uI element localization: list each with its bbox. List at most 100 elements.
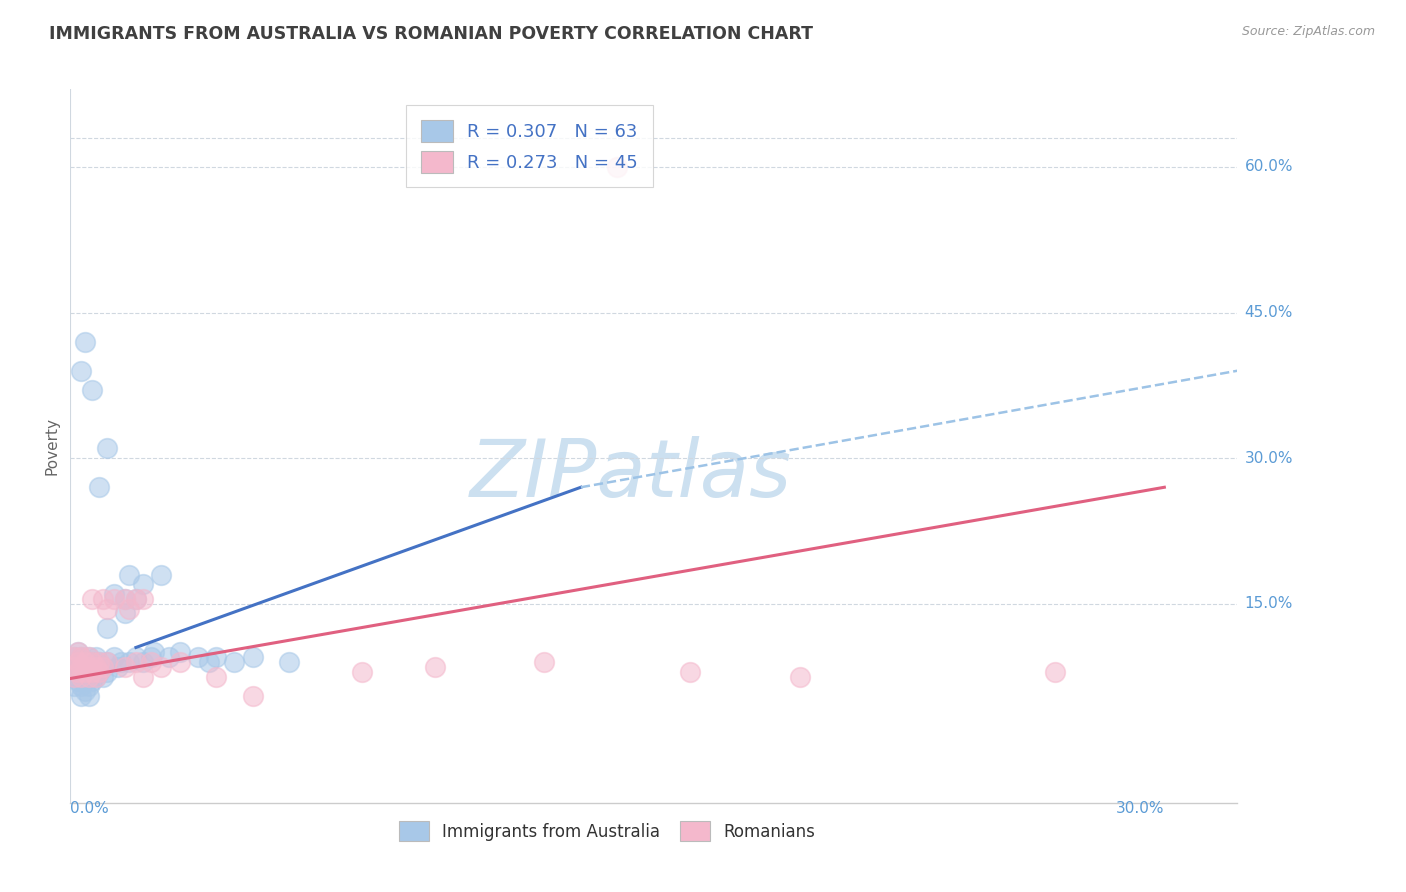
Point [63, 650, 86, 665]
Point [82, 655, 104, 669]
Point [70, 650, 93, 665]
Point [84, 660, 107, 674]
Point [139, 655, 162, 669]
Point [82, 655, 104, 669]
Point [205, 670, 228, 684]
Point [114, 591, 136, 606]
Point [66, 645, 89, 659]
Point [96, 655, 118, 669]
Point [70, 670, 93, 684]
Point [150, 567, 173, 582]
Point [139, 650, 162, 665]
Point [63, 679, 86, 693]
Text: ZIPatlas: ZIPatlas [470, 435, 792, 514]
Point [125, 650, 148, 665]
Point [96, 665, 118, 679]
Point [66, 645, 89, 659]
Point [84, 670, 107, 684]
Point [96, 601, 118, 615]
Point [789, 670, 811, 684]
Point [91, 660, 114, 674]
Point [96, 655, 118, 669]
Point [77, 679, 100, 693]
Text: 15.0%: 15.0% [1244, 596, 1294, 611]
Text: 0.0%: 0.0% [70, 801, 110, 816]
Point [114, 607, 136, 621]
Point [82, 383, 104, 397]
Point [63, 670, 86, 684]
Point [169, 645, 191, 659]
Text: 30.0%: 30.0% [1116, 801, 1164, 816]
Point [125, 655, 148, 669]
Point [118, 655, 141, 669]
Point [89, 655, 111, 669]
Point [242, 650, 264, 665]
Point [70, 650, 93, 665]
Text: IMMIGRANTS FROM AUSTRALIA VS ROMANIAN POVERTY CORRELATION CHART: IMMIGRANTS FROM AUSTRALIA VS ROMANIAN PO… [49, 25, 813, 43]
Point [89, 480, 111, 494]
Point [73, 655, 96, 669]
Point [66, 655, 89, 669]
Point [242, 689, 264, 703]
Point [70, 364, 93, 378]
Point [96, 442, 118, 456]
Point [125, 591, 148, 606]
Point [103, 587, 125, 601]
Point [352, 665, 374, 679]
Point [73, 665, 96, 679]
Text: 60.0%: 60.0% [1244, 160, 1294, 174]
Point [125, 591, 148, 606]
Point [63, 660, 86, 674]
Point [103, 650, 125, 665]
Point [198, 655, 221, 669]
Point [77, 660, 100, 674]
Point [77, 689, 100, 703]
Point [533, 655, 555, 669]
Point [96, 621, 118, 635]
Point [110, 655, 132, 669]
Point [82, 674, 104, 689]
Point [70, 670, 93, 684]
Point [73, 674, 96, 689]
Point [89, 665, 111, 679]
Point [73, 665, 96, 679]
Point [82, 665, 104, 679]
Point [70, 679, 93, 693]
Point [132, 577, 155, 591]
Point [679, 665, 702, 679]
Point [606, 160, 628, 174]
Point [89, 655, 111, 669]
Point [114, 591, 136, 606]
Point [91, 660, 114, 674]
Point [91, 670, 114, 684]
Point [89, 665, 111, 679]
Point [82, 591, 104, 606]
Point [157, 650, 180, 665]
Point [132, 655, 155, 669]
Text: 45.0%: 45.0% [1244, 305, 1294, 320]
Text: 30.0%: 30.0% [1244, 450, 1294, 466]
Point [132, 591, 155, 606]
Point [66, 665, 89, 679]
Point [63, 650, 86, 665]
Point [84, 670, 107, 684]
Point [77, 670, 100, 684]
Point [91, 591, 114, 606]
Point [143, 645, 166, 659]
Point [118, 601, 141, 615]
Point [70, 660, 93, 674]
Point [66, 665, 89, 679]
Point [169, 655, 191, 669]
Point [187, 650, 209, 665]
Point [224, 655, 246, 669]
Point [63, 660, 86, 674]
Point [73, 684, 96, 698]
Point [70, 689, 93, 703]
Legend: Immigrants from Australia, Romanians: Immigrants from Australia, Romanians [392, 814, 823, 848]
Y-axis label: Poverty: Poverty [44, 417, 59, 475]
Point [423, 660, 446, 674]
Point [66, 674, 89, 689]
Point [63, 670, 86, 684]
Point [84, 650, 107, 665]
Point [77, 650, 100, 665]
